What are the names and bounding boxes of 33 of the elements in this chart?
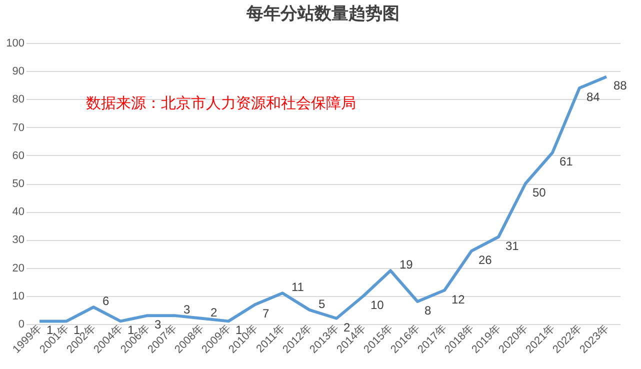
y-tick-label: 0 bbox=[18, 318, 24, 330]
data-label: 61 bbox=[560, 154, 574, 169]
data-label: 1 bbox=[46, 323, 54, 338]
chart-title: 每年分站数量趋势图 bbox=[246, 4, 400, 23]
y-tick-label: 20 bbox=[12, 262, 24, 274]
data-label: 5 bbox=[318, 296, 326, 311]
y-tick-label: 40 bbox=[12, 206, 24, 218]
annotation: 数据来源：北京市人力资源和社会保障局 bbox=[86, 95, 356, 112]
data-label: 11 bbox=[292, 280, 304, 294]
y-tick-label: 90 bbox=[12, 66, 24, 78]
data-label: 7 bbox=[262, 306, 270, 320]
y-tick-label: 100 bbox=[6, 38, 24, 50]
data-label: 2 bbox=[210, 305, 218, 320]
y-tick-label: 30 bbox=[12, 234, 24, 246]
data-label: 50 bbox=[532, 186, 546, 200]
data-label: 2 bbox=[344, 320, 350, 334]
data-label: 8 bbox=[424, 304, 432, 318]
data-label: 1 bbox=[236, 323, 242, 338]
y-tick-label: 60 bbox=[12, 150, 24, 162]
y-tick-label: 10 bbox=[12, 290, 24, 302]
data-label: 88 bbox=[614, 78, 628, 93]
data-label: 19 bbox=[400, 258, 414, 272]
data-label: 12 bbox=[452, 292, 466, 306]
data-label: 26 bbox=[478, 252, 492, 267]
data-label: 3 bbox=[184, 302, 190, 317]
y-tick-label: 70 bbox=[12, 122, 24, 134]
y-tick-label: 80 bbox=[12, 94, 24, 106]
y-tick-label: 50 bbox=[12, 178, 24, 190]
data-label: 31 bbox=[506, 238, 520, 253]
data-label: 6 bbox=[102, 294, 110, 308]
data-label: 3 bbox=[154, 318, 162, 332]
data-label: 10 bbox=[370, 298, 384, 312]
data-label: 84 bbox=[586, 90, 600, 104]
